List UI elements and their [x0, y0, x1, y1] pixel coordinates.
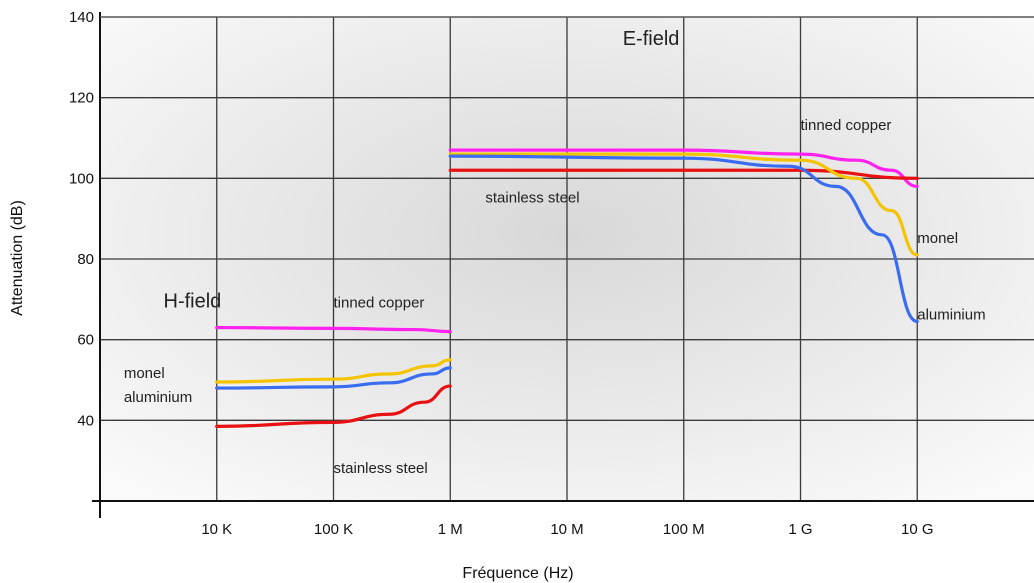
series-line-7 — [448, 154, 919, 324]
annotation-label: tinned copper — [801, 117, 892, 134]
axes — [92, 12, 1034, 518]
x-tick-label: 100 K — [314, 521, 353, 538]
annotation-label: aluminium — [124, 389, 192, 406]
annotation-label: monel — [124, 365, 165, 382]
annotations: E-field H-field tinned copper stainless ste… — [124, 28, 986, 477]
series-line-0 — [215, 325, 452, 334]
annotation-label: stainless steel — [334, 460, 428, 477]
x-tick-label: 10 K — [201, 521, 232, 538]
annotation-label: H-field — [164, 290, 222, 312]
series-layer — [215, 148, 919, 428]
grid — [100, 17, 1034, 501]
annotation-label: E-field — [623, 28, 680, 50]
x-axis-title: Fréquence (Hz) — [462, 565, 573, 582]
series-line-2 — [215, 366, 452, 390]
y-axis-title: Attenuation (dB) — [9, 200, 26, 316]
series-line-4 — [448, 148, 919, 188]
x-tick-label: 1 M — [438, 521, 463, 538]
y-tick-label: 80 — [77, 251, 94, 268]
y-tick-label: 120 — [69, 90, 94, 107]
y-tick-label: 40 — [77, 412, 94, 429]
series-line-3 — [215, 384, 452, 428]
x-tick-label: 10 G — [901, 521, 934, 538]
y-tick-labels: 40 60 80 100 120 140 — [69, 9, 94, 429]
x-tick-label: 10 M — [550, 521, 583, 538]
series-line-5 — [448, 168, 919, 180]
x-tick-label: 100 M — [663, 521, 705, 538]
series-line-1 — [215, 358, 452, 384]
y-tick-label: 100 — [69, 170, 94, 187]
annotation-label: aluminium — [917, 307, 985, 324]
x-tick-label: 1 G — [788, 521, 812, 538]
y-tick-label: 140 — [69, 9, 94, 26]
y-tick-label: 60 — [77, 332, 94, 349]
annotation-label: monel — [917, 230, 958, 247]
annotation-label: tinned copper — [334, 294, 425, 311]
annotation-label: stainless steel — [485, 190, 579, 207]
series-line-6 — [448, 152, 919, 257]
x-tick-labels: 10 K 100 K 1 M 10 M 100 M 1 G 10 G — [201, 521, 933, 538]
